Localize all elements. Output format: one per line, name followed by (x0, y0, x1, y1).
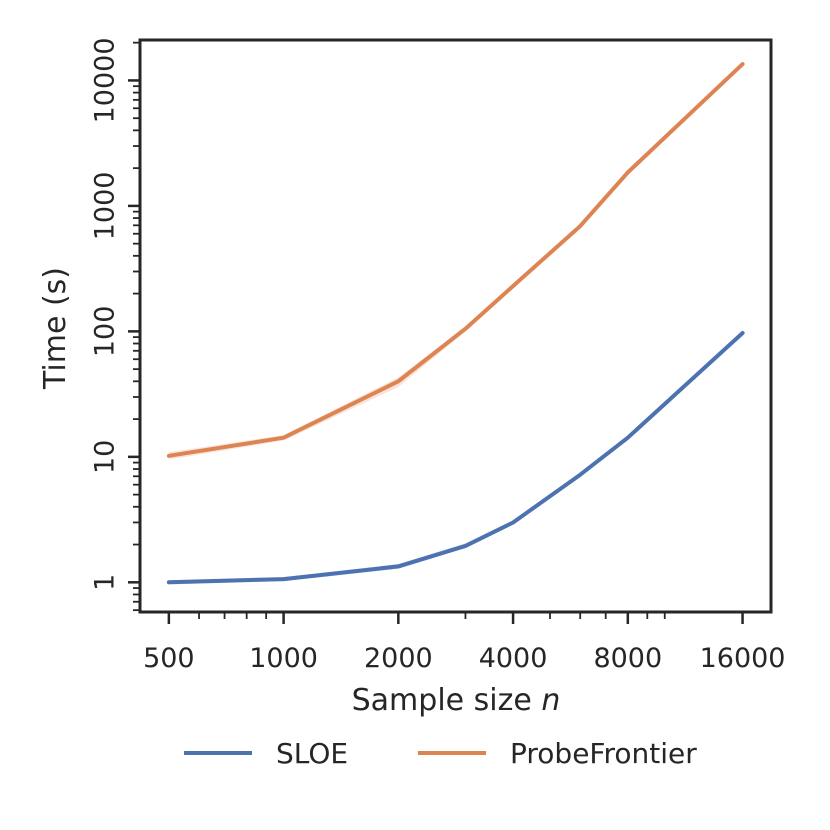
x-tick-label: 1000 (249, 643, 318, 674)
legend-label-probefrontier: ProbeFrontier (510, 737, 697, 770)
x-axis: 500 1000 2000 4000 8000 16000 (143, 612, 786, 674)
legend-label-sloe: SLOE (276, 737, 348, 770)
x-tick-label: 500 (143, 643, 195, 674)
x-axis-label-text: Sample size (352, 683, 542, 718)
band-probefrontier (168, 62, 743, 460)
band-sloe (168, 331, 743, 585)
x-tick-label: 8000 (593, 643, 662, 674)
x-axis-label: Sample size n (352, 683, 561, 718)
x-tick-label: 4000 (479, 643, 548, 674)
confidence-bands (168, 62, 743, 585)
y-tick-label: 10 (90, 440, 121, 474)
y-axis: 1 10 100 1000 10000 (90, 37, 140, 612)
series-lines (166, 62, 745, 585)
legend: SLOE ProbeFrontier (184, 737, 697, 770)
y-tick-label: 1 (90, 574, 121, 591)
y-tick-label: 100 (90, 306, 121, 358)
plot-frame (138, 38, 773, 614)
y-tick-label: 10000 (90, 37, 121, 123)
x-tick-label: 16000 (700, 643, 786, 674)
y-tick-label: 1000 (90, 172, 121, 241)
x-tick-label: 2000 (364, 643, 433, 674)
x-axis-label-var: n (541, 683, 560, 718)
series-line-sloe (166, 331, 745, 585)
series-line-probefrontier (166, 62, 745, 458)
y-axis-label: Time (s) (38, 267, 73, 390)
